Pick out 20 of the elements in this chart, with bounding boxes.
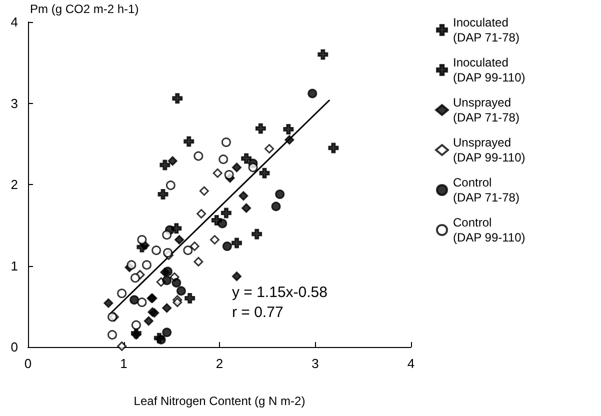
x-tick-label: 3	[312, 356, 319, 371]
y-axis-title: Pm (g CO2 m-2 h-1)	[30, 2, 139, 16]
legend-label: Control (DAP 99-110)	[453, 216, 526, 244]
legend-label: Inoculated (DAP 71-78)	[453, 16, 520, 44]
legend-label: Unsprayed (DAP 99-110)	[453, 136, 526, 164]
legend-label: Unsprayed (DAP 71-78)	[453, 96, 520, 124]
legend-label: Inoculated (DAP 99-110)	[453, 56, 526, 84]
y-tick-label: 2	[10, 177, 18, 192]
x-tick-label: 0	[24, 356, 32, 371]
y-tick-label: 4	[10, 14, 18, 30]
y-tick-label: 0	[10, 340, 18, 354]
y-tick-label: 3	[10, 96, 18, 111]
annotation: r = 0.77	[232, 304, 284, 321]
annotation: y = 1.15x-0.58	[232, 284, 328, 301]
x-axis-title: Leaf Nitrogen Content (g N m-2)	[134, 394, 306, 408]
legend-label: Control (DAP 71-78)	[453, 176, 520, 204]
y-tick-label: 1	[10, 258, 18, 274]
x-tick-label: 1	[120, 356, 128, 371]
x-tick-label: 2	[216, 356, 224, 371]
x-tick-label: 4	[407, 356, 415, 371]
